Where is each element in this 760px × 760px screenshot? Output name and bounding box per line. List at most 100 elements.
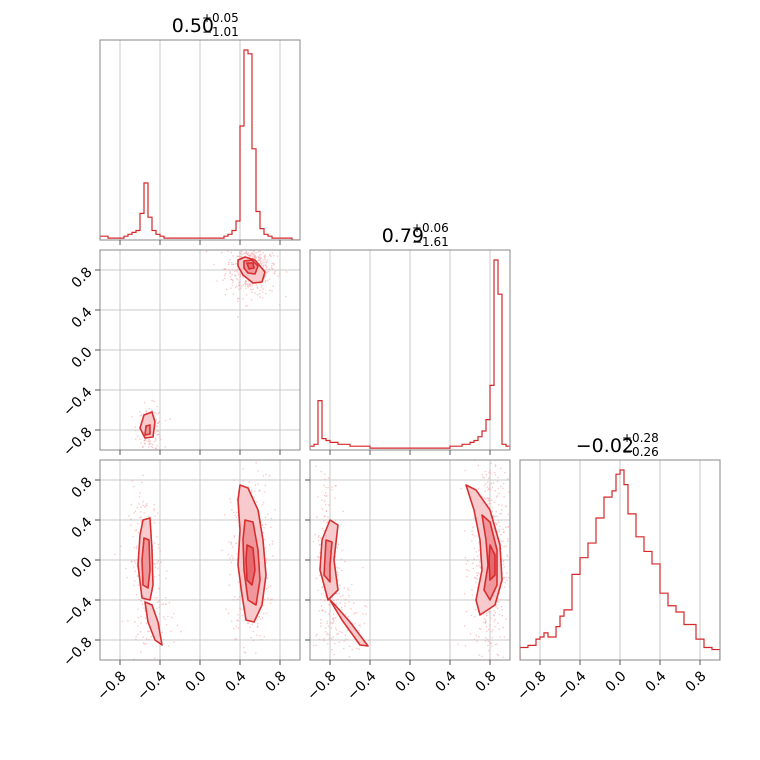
scatter-point [258,254,261,257]
scatter-point [325,634,328,636]
scatter-point [265,559,268,562]
scatter-point [486,612,488,615]
scatter-point [475,663,477,665]
scatter-point [130,518,132,520]
scatter-point [344,602,346,605]
scatter-point [247,286,250,288]
scatter-point [136,522,139,525]
scatter-point [324,440,326,442]
scatter-point [242,284,245,286]
scatter-point [249,243,251,245]
scatter-point [139,511,142,513]
scatter-point [266,279,269,282]
scatter-point [263,635,266,638]
scatter-point [463,593,466,595]
scatter-point [500,598,502,601]
scatter-point [504,506,507,508]
scatter-point [240,252,243,255]
param-title-minus: −1.01 [202,25,239,39]
scatter-point [490,617,492,619]
scatter-point [500,512,503,515]
scatter-point [475,420,477,422]
scatter-point [259,261,262,264]
scatter-point [157,543,160,546]
scatter-point [256,501,258,503]
x-tick-label: −0.8 [514,668,549,703]
scatter-point [306,458,308,460]
scatter-point [486,614,488,617]
scatter-point [268,253,271,256]
contour-outer [329,599,369,647]
scatter-point [140,481,143,484]
scatter-point [498,613,501,616]
scatter-point [491,486,494,489]
scatter-point [253,250,255,253]
scatter-point [507,526,509,528]
scatter-point [135,529,138,532]
scatter-point [241,285,243,287]
scatter-point [232,255,234,257]
scatter-point [320,537,322,539]
scatter-point [158,613,160,615]
scatter-point [485,637,487,639]
scatter-point [250,636,253,639]
scatter-point [142,636,144,638]
scatter-point [507,540,509,543]
scatter-point [361,566,364,569]
scatter-point [500,605,503,608]
scatter-point [472,526,474,528]
scatter-point [271,543,274,545]
scatter-point [237,613,239,616]
scatter-point [264,279,267,282]
scatter-point [484,470,487,473]
scatter-point [505,572,508,574]
scatter-point [333,653,335,656]
scatter-point [251,256,254,258]
scatter-point [259,245,261,247]
scatter-point [252,639,255,642]
scatter-point [505,679,507,681]
scatter-point [263,264,265,267]
scatter-point [264,264,267,267]
scatter-point [356,647,358,650]
scatter-point [252,288,254,291]
scatter-point [240,256,242,258]
scatter-point [227,261,230,264]
scatter-point [242,231,244,233]
scatter-point [246,620,249,623]
panel-hist-0 [99,39,301,245]
scatter-point [148,515,150,517]
scatter-point [135,547,138,550]
scatter-point [256,622,259,625]
contour-inner [141,537,151,589]
scatter-point [483,618,486,620]
x-tick-label: −0.4 [134,668,169,703]
scatter-point [481,655,483,658]
scatter-point [156,434,159,436]
scatter-point [474,608,477,611]
scatter-point [476,578,478,580]
scatter-point [137,584,140,587]
scatter-point [345,663,347,665]
scatter-point [314,533,316,536]
scatter-point [225,608,227,611]
scatter-point [335,484,337,487]
scatter-point [328,613,330,615]
scatter-point [121,620,124,623]
scatter-point [493,441,495,443]
scatter-point [323,478,326,481]
scatter-point [344,560,346,563]
scatter-point [245,238,247,240]
scatter-point [491,630,493,633]
scatter-point [330,637,333,640]
scatter-point [266,513,269,515]
scatter-point [485,407,487,409]
scatter-point [255,252,257,254]
scatter-point [344,598,347,601]
scatter-point [251,623,254,626]
scatter-point [254,254,257,257]
scatter-point [134,426,136,428]
scatter-point [488,477,490,480]
panel-pair-1-2 [305,407,511,681]
